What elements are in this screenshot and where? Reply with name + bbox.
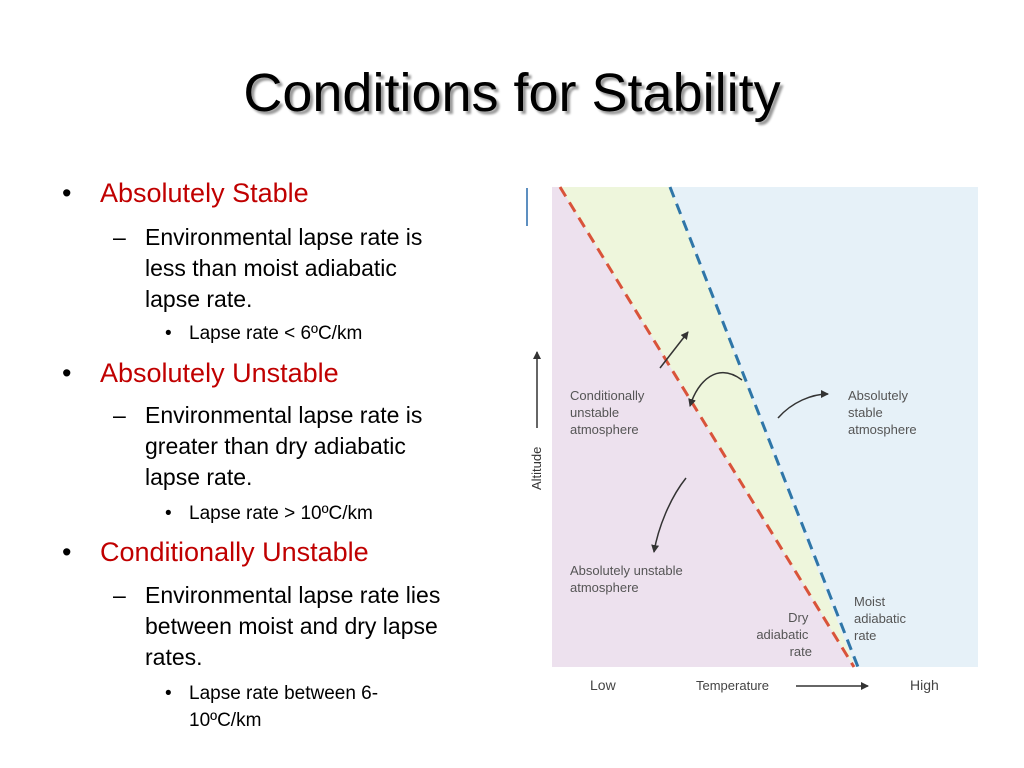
- x-axis-high-label: High: [910, 677, 939, 693]
- bullet-heading: Absolutely Stable: [100, 178, 309, 208]
- detail-line: greater than dry adiabatic: [145, 433, 406, 459]
- bullet-dot: •: [165, 683, 172, 704]
- dash-marker: –: [113, 224, 126, 250]
- dash-marker: –: [113, 582, 126, 608]
- bullet-dot: •: [62, 537, 72, 567]
- bullet-dot: •: [165, 503, 172, 524]
- bullet-dot: •: [62, 178, 72, 208]
- altitude-axis-label: Altitude: [529, 447, 544, 490]
- slide-title: Conditions for Stability: [243, 63, 781, 123]
- rate-text: Lapse rate < 6ºC/km: [189, 323, 363, 344]
- arrow-to-stable: [777, 390, 829, 419]
- bullet-dot: •: [165, 323, 172, 344]
- temperature-axis-label: Temperature: [696, 678, 769, 693]
- bullet-heading: Conditionally Unstable: [100, 537, 369, 567]
- label-conditionally-unstable: Conditionally unstable atmosphere: [570, 388, 648, 437]
- bullet-dot: •: [62, 358, 72, 388]
- dry-adiabatic-line: [558, 186, 856, 668]
- label-absolutely-stable: Absolutely stable atmosphere: [848, 388, 917, 437]
- detail-line: lapse rate.: [145, 286, 253, 312]
- unstable-region: [552, 187, 854, 667]
- detail-line: Environmental lapse rate is: [145, 402, 423, 428]
- label-absolutely-unstable: Absolutely unstable atmosphere: [570, 563, 686, 595]
- label-moist-adiabatic-rate: Moist adiabatic rate: [854, 594, 910, 643]
- detail-line: Environmental lapse rate lies: [145, 582, 441, 608]
- label-dry-adiabatic-rate: Dry adiabatic rate: [756, 610, 812, 659]
- x-axis-low-label: Low: [590, 677, 617, 693]
- stability-diagram-svg: Altitude Conditionally unstable atmosphe…: [526, 186, 978, 693]
- arrow-to-unstable: [651, 477, 687, 553]
- rate-text: Lapse rate between 6-: [189, 683, 379, 704]
- arrow-conditional-up: [659, 331, 689, 369]
- moist-adiabatic-line: [668, 186, 860, 668]
- dash-marker: –: [113, 402, 126, 428]
- rate-text: Lapse rate > 10ºC/km: [189, 503, 373, 524]
- detail-line: less than moist adiabatic: [145, 255, 397, 281]
- bullet-heading: Absolutely Unstable: [100, 358, 339, 388]
- stability-diagram: Altitude Conditionally unstable atmosphe…: [520, 180, 990, 710]
- detail-line: lapse rate.: [145, 464, 253, 490]
- arrow-to-conditional: [688, 372, 743, 407]
- detail-line: Environmental lapse rate is: [145, 224, 423, 250]
- detail-line: rates.: [145, 644, 203, 670]
- rate-text: 10ºC/km: [189, 710, 262, 731]
- detail-line: between moist and dry lapse: [145, 613, 438, 639]
- bullet-list: • Absolutely Stable – Environmental laps…: [62, 178, 441, 731]
